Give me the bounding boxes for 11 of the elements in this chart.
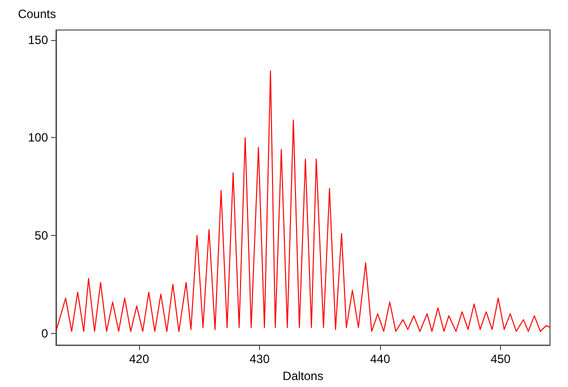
x-axis-title: Daltons <box>282 369 324 383</box>
line-series <box>56 70 550 332</box>
y-axis-title: Counts <box>18 7 56 21</box>
y-tick-label: 50 <box>34 228 48 242</box>
y-tick-label: 0 <box>41 326 48 340</box>
x-tick-label: 440 <box>370 352 390 366</box>
x-tick-label: 430 <box>250 352 270 366</box>
y-tick-label: 150 <box>28 32 48 47</box>
x-tick-label: 450 <box>490 352 511 366</box>
x-tick-label: 420 <box>129 352 150 366</box>
y-tick-label: 100 <box>28 130 48 145</box>
